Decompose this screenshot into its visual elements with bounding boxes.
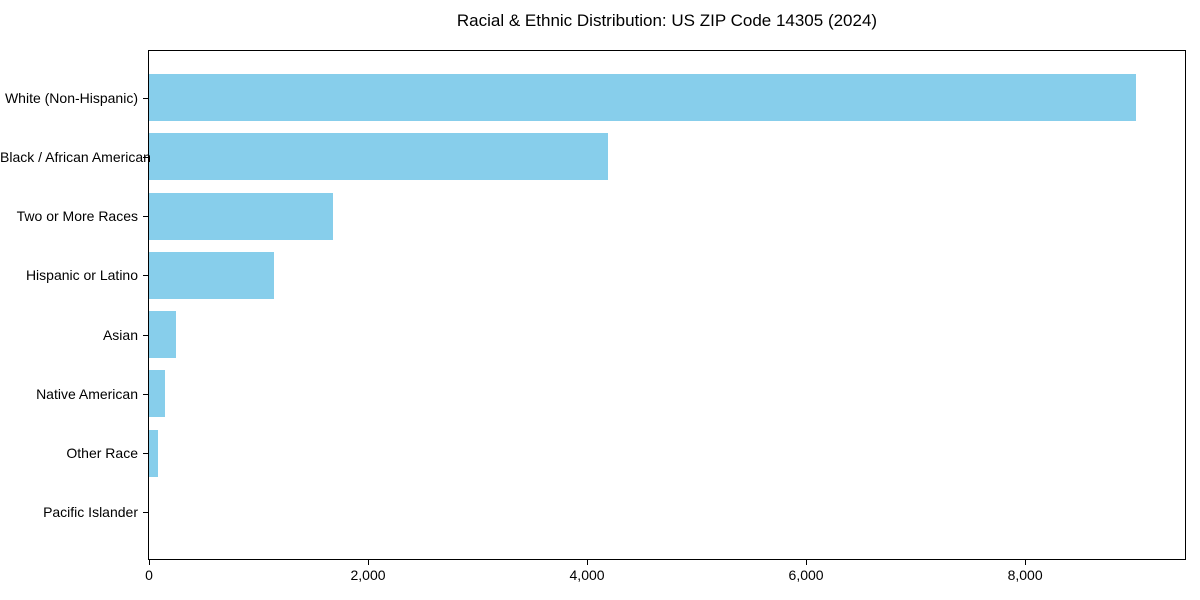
x-tick-mark	[367, 560, 369, 565]
bar	[149, 370, 165, 418]
y-tick-label: Black / African American	[0, 148, 151, 165]
bar	[149, 251, 274, 299]
y-tick-mark	[143, 97, 148, 99]
y-tick-mark	[143, 334, 148, 336]
bar	[149, 74, 1136, 122]
y-tick-mark	[143, 156, 148, 158]
y-tick-mark	[143, 453, 148, 455]
x-tick-mark	[805, 560, 807, 565]
y-tick-label: Native American	[36, 385, 138, 402]
bar	[149, 133, 608, 181]
chart-title: Racial & Ethnic Distribution: US ZIP Cod…	[456, 11, 878, 30]
bar	[149, 192, 333, 240]
x-tick-label: 2,000	[350, 567, 386, 583]
x-tick-mark	[1024, 560, 1026, 565]
y-tick-mark	[143, 275, 148, 277]
y-tick-mark	[143, 216, 148, 218]
x-tick-mark	[586, 560, 588, 565]
x-tick-label: 4,000	[569, 567, 605, 583]
plot-area	[148, 50, 1186, 560]
bar	[149, 429, 158, 477]
y-tick-label: Asian	[102, 326, 138, 343]
y-tick-mark	[143, 512, 148, 514]
y-tick-label: Hispanic or Latino	[25, 267, 138, 284]
y-tick-label: Pacific Islander	[43, 504, 138, 521]
x-tick-label: 0	[145, 567, 153, 583]
y-tick-mark	[143, 393, 148, 395]
x-tick-mark	[148, 560, 150, 565]
bar	[149, 311, 176, 359]
y-tick-label: Other Race	[66, 445, 138, 462]
y-tick-label: Two or More Races	[16, 208, 138, 225]
x-tick-label: 8,000	[1007, 567, 1043, 583]
x-tick-label: 6,000	[788, 567, 824, 583]
y-tick-label: White (Non-Hispanic)	[4, 89, 138, 106]
